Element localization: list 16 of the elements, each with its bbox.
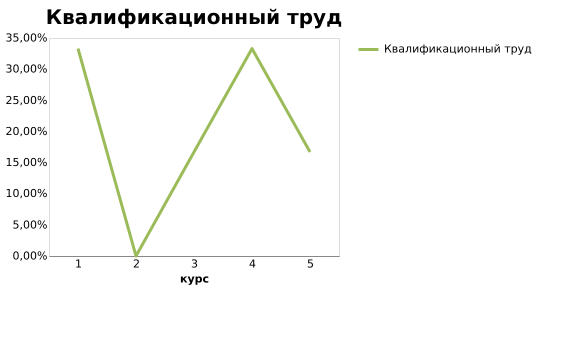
y-tick-label: 5,00% (12, 218, 48, 232)
legend-label: Квалификационный труд (384, 42, 532, 56)
y-tick-label: 25,00% (6, 94, 48, 107)
x-tick-label: 1 (75, 258, 82, 270)
x-tick-label: 4 (249, 258, 256, 270)
y-tick-label: 0,00% (12, 250, 48, 262)
y-tick-label: 15,00% (6, 156, 48, 170)
y-tick-label: 35,00% (6, 32, 48, 44)
chart-title: Квалификационный труд (46, 5, 342, 29)
x-tick-label: 5 (307, 258, 314, 270)
y-tick-label: 30,00% (6, 62, 48, 76)
x-tick-label: 2 (133, 258, 140, 270)
x-axis-title: курс (180, 272, 210, 286)
y-tick-label: 20,00% (6, 124, 48, 138)
y-tick-label: 10,00% (6, 187, 48, 200)
x-tick-label: 3 (191, 258, 198, 270)
